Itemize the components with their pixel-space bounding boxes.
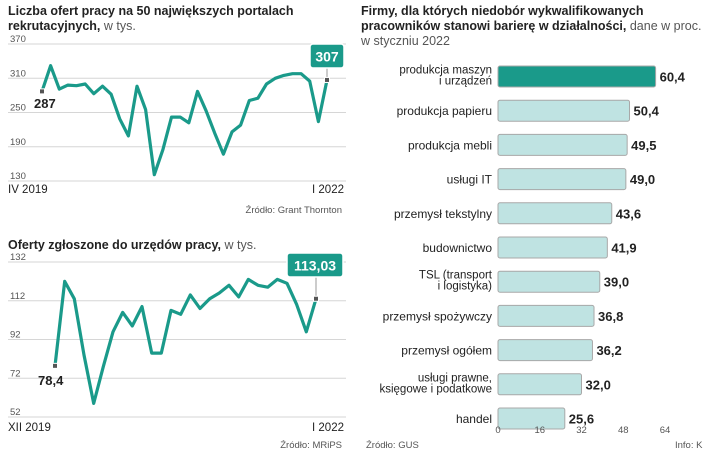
chart3-title-text: Firmy, dla których niedobór wykwalifikow… (361, 4, 644, 33)
chart1-end-label: 307 (315, 49, 339, 65)
chart3-xtick-label: 32 (576, 425, 587, 436)
chart3-category-label: przemysł tekstylny (394, 207, 492, 221)
chart3-value-label: 32,0 (586, 377, 611, 392)
chart3-xtick-label: 16 (534, 425, 545, 436)
chart2-title: Oferty zgłoszone do urzędów pracy, w tys… (8, 238, 338, 253)
chart3-value-label: 25,6 (569, 412, 594, 427)
chart1-ytick-label: 190 (10, 137, 26, 148)
chart1-ytick-label: 370 (10, 34, 26, 45)
chart3-value-label: 43,6 (616, 206, 641, 221)
chart3-unit: dane w proc. w styczniu 2022 (361, 19, 702, 48)
chart1-x-start-label: IV 2019 (8, 184, 48, 196)
chart3-value-label: 49,0 (630, 172, 655, 187)
chart3-credit: Info: K (675, 440, 703, 451)
chart3-bar (497, 236, 608, 259)
chart2-start-label: 78,4 (38, 373, 64, 388)
chart2-ytick-label: 132 (10, 252, 26, 263)
chart1-series-line (40, 64, 329, 177)
chart3-bar (497, 304, 595, 327)
chart3-category-label: usługi IT (447, 173, 493, 187)
chart2-x-end-label: I 2022 (312, 422, 344, 434)
chart1-ytick-label: 310 (10, 68, 26, 79)
chart3-category-label: produkcja mebli (408, 138, 492, 152)
chart3-title: Firmy, dla których niedobór wykwalifikow… (361, 4, 711, 49)
chart3-category-label: produkcja papieru (397, 104, 492, 118)
chart2-ytick-label: 72 (10, 368, 21, 379)
chart1-x-end-label: I 2022 (312, 184, 344, 196)
chart1-title: Liczba ofert pracy na 50 największych po… (8, 4, 338, 34)
chart2-end-marker (313, 295, 319, 302)
chart1-unit: w tys. (103, 19, 136, 33)
chart3-xtick-label: 48 (618, 425, 629, 436)
chart3-bar (497, 407, 566, 430)
chart3-xtick-label: 64 (660, 425, 671, 436)
chart3-category-label: produkcja maszyn i urządzeń (399, 65, 492, 88)
chart3-bar (497, 339, 593, 362)
chart3-bar (497, 99, 631, 122)
chart1-ytick-label: 130 (10, 171, 26, 182)
chart2-unit: w tys. (224, 238, 257, 252)
chart3-category-label: budownictwo (423, 241, 493, 255)
chart1-ytick-label: 250 (10, 103, 26, 114)
chart3-bar (497, 168, 627, 191)
chart2-end-label: 113,03 (294, 258, 336, 274)
chart3-bar (497, 202, 613, 225)
chart2-title-text: Oferty zgłoszone do urzędów pracy, (8, 238, 221, 252)
chart1-end-marker (324, 76, 330, 83)
chart1-end-callout (309, 43, 345, 69)
chart3-value-label: 36,8 (598, 309, 623, 324)
chart1-source: Źródło: Grant Thornton (245, 205, 342, 216)
chart3-bar (497, 373, 582, 396)
chart3-value-label: 39,0 (604, 275, 629, 290)
chart3-bar (497, 270, 601, 293)
chart3-category-label: TSL (transport i logistyka) (419, 270, 493, 293)
chart2-ytick-label: 112 (10, 291, 25, 302)
chart1-start-marker (39, 88, 45, 95)
chart3-value-label: 36,2 (596, 343, 621, 358)
chart3-bar (497, 133, 628, 156)
chart2-series-line (53, 277, 318, 405)
chart3-xtick-label: 0 (495, 425, 500, 436)
chart2-ytick-label: 92 (10, 330, 21, 341)
chart3-category-label: usługi prawne, księgowe i podatkowe (379, 372, 492, 395)
chart1-start-label: 287 (34, 96, 56, 111)
chart2-x-start-label: XII 2019 (8, 422, 51, 434)
chart3-source: Źródło: GUS (366, 440, 419, 451)
chart1-title-text: Liczba ofert pracy na 50 największych po… (8, 4, 294, 33)
chart2-source: Źródło: MRiPS (280, 440, 342, 451)
chart3-value-label: 49,5 (631, 138, 656, 153)
chart2-ytick-label: 52 (10, 407, 21, 418)
chart3-value-label: 60,4 (660, 70, 686, 85)
chart3-value-label: 41,9 (611, 241, 636, 256)
chart3-category-label: przemysł ogółem (401, 344, 492, 358)
chart3-value-label: 50,4 (634, 104, 660, 119)
chart3-category-label: przemysł spożywczy (383, 309, 492, 323)
chart2-end-callout (286, 252, 344, 278)
chart3-category-label: handel (456, 412, 492, 426)
chart2-start-marker (52, 362, 58, 369)
chart3-bar (497, 65, 657, 88)
